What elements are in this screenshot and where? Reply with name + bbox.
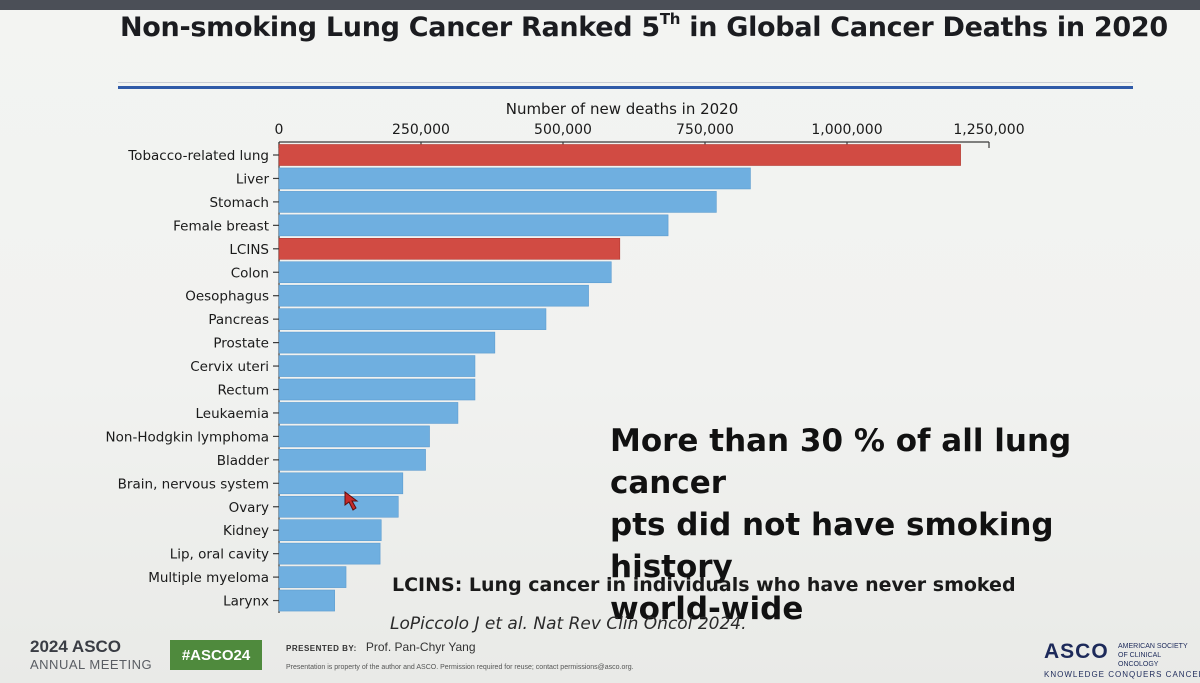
bar xyxy=(278,238,621,260)
bar xyxy=(278,308,547,330)
category-label: Prostate xyxy=(213,336,269,352)
category-label: Oesophagus xyxy=(185,289,269,305)
bar xyxy=(278,449,426,471)
bar xyxy=(278,542,381,565)
category-label: Pancreas xyxy=(208,312,269,328)
callout-line-1: More than 30 % of all lung cancer xyxy=(610,423,1072,501)
category-label: Kidney xyxy=(223,523,269,539)
category-label: Brain, nervous system xyxy=(118,476,269,492)
bar xyxy=(278,589,335,612)
category-label: Ovary xyxy=(229,500,269,516)
bar xyxy=(278,144,961,166)
bar xyxy=(278,495,399,518)
bar xyxy=(278,331,496,354)
title-underline xyxy=(118,86,1133,89)
category-label: LCINS xyxy=(229,242,269,258)
meeting-year: 2024 ASCO xyxy=(30,637,122,656)
bar xyxy=(278,519,382,542)
citation: LoPiccolo J et al. Nat Rev Clin Oncol 20… xyxy=(390,614,747,634)
bar xyxy=(278,167,751,190)
meeting-name: ANNUAL MEETING xyxy=(30,657,153,672)
x-tick-label: 250,000 xyxy=(392,122,450,138)
presenter-name: Prof. Pan-Chyr Yang xyxy=(365,640,476,654)
x-tick-label: 0 xyxy=(275,122,284,138)
pointer-cursor-icon xyxy=(344,491,359,511)
bar xyxy=(278,566,347,588)
category-label: Rectum xyxy=(217,383,269,399)
bar xyxy=(278,355,476,377)
bar xyxy=(278,402,459,424)
category-label: Stomach xyxy=(209,195,269,211)
category-label: Bladder xyxy=(217,453,270,469)
presented-by-label: PRESENTED BY: xyxy=(286,644,357,653)
category-label: Cervix uteri xyxy=(190,359,269,375)
x-tick-label: 1,000,000 xyxy=(811,122,882,138)
society-name: AMERICAN SOCIETY OF CLINICAL ONCOLOGY xyxy=(1118,643,1188,668)
callout-line-3: world-wide xyxy=(610,591,804,627)
category-label: Non-Hodgkin lymphoma xyxy=(106,429,269,445)
x-tick-label: 500,000 xyxy=(534,122,592,138)
bar xyxy=(278,261,612,284)
category-label: Larynx xyxy=(223,594,269,610)
category-label: Leukaemia xyxy=(196,406,269,422)
asco-wordmark: ASCO xyxy=(1044,640,1109,663)
category-label: Lip, oral cavity xyxy=(170,547,269,563)
title-superscript: Th xyxy=(659,10,681,28)
category-label: Female breast xyxy=(173,218,269,234)
disclaimer: Presentation is property of the author a… xyxy=(286,664,634,671)
title-rest: in Global Cancer Deaths in 2020 xyxy=(680,12,1168,43)
bar xyxy=(278,472,404,495)
slide-title: Non-smoking Lung Cancer Ranked 5Th in Gl… xyxy=(120,10,1168,43)
callout-text: More than 30 % of all lung cancer pts di… xyxy=(610,420,1170,630)
title-main: Non-smoking Lung Cancer Ranked 5 xyxy=(120,12,660,43)
tagline: KNOWLEDGE CONQUERS CANCER xyxy=(1044,670,1200,679)
presenter-line: PRESENTED BY: Prof. Pan-Chyr Yang xyxy=(286,640,476,654)
meeting-logo: 2024 ASCO ANNUAL MEETING xyxy=(30,638,152,674)
category-label: Tobacco-related lung xyxy=(127,148,269,164)
chart-title: Number of new deaths in 2020 xyxy=(506,100,739,118)
category-label: Liver xyxy=(236,171,270,187)
x-tick-label: 1,250,000 xyxy=(953,122,1024,138)
bar xyxy=(278,284,589,307)
slide-footer: 2024 ASCO ANNUAL MEETING #ASCO24 PRESENT… xyxy=(0,630,1200,683)
x-tick-label: 750,000 xyxy=(676,122,734,138)
title-rule-thin xyxy=(118,82,1133,83)
bar xyxy=(278,425,430,448)
projector-frame xyxy=(0,0,1200,10)
callout-line-2: pts did not have smoking history xyxy=(610,507,1054,585)
category-label: Multiple myeloma xyxy=(148,570,269,586)
bar-chart: Number of new deaths in 2020 0 250,000 500,… xyxy=(106,100,1025,614)
bar xyxy=(278,378,476,401)
category-label: Colon xyxy=(231,265,269,281)
bar xyxy=(278,214,669,237)
lcins-definition: LCINS: Lung cancer in individuals who ha… xyxy=(392,574,1016,596)
asco-logo: ASCO AMERICAN SOCIETY OF CLINICAL ONCOLO… xyxy=(1044,640,1200,679)
hashtag-badge: #ASCO24 xyxy=(170,640,262,670)
bar xyxy=(278,191,717,213)
